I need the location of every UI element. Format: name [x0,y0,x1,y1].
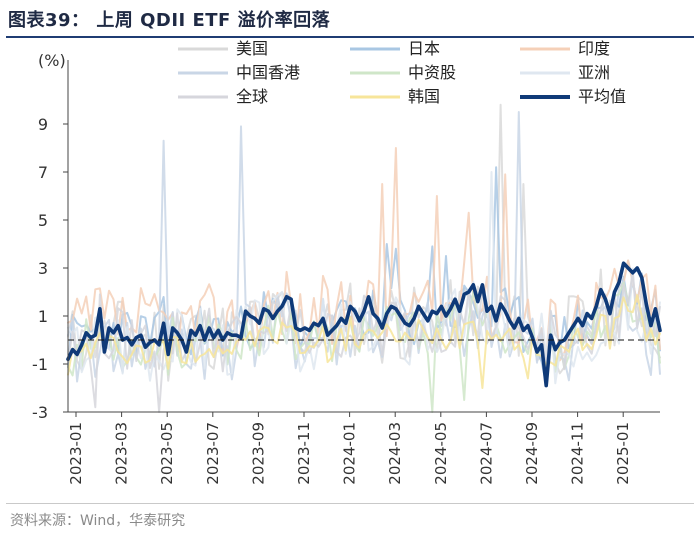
axes-layer: 9 7 5 3 1 -1 -3 (%) 2023-01 2023-03 2023-05 2023-07… [32,51,660,485]
legend-label: 美国 [236,39,268,58]
legend-label: 印度 [578,39,610,58]
chart-title: 图表39： 上周 QDII ETF 溢价率回落 [8,10,331,31]
x-tick-label: 2023-11 [295,422,313,485]
x-tick-label: 2023-01 [67,422,85,485]
y-tick-label: 5 [38,211,48,230]
y-tick-label: -1 [32,355,48,374]
series-line-7 [67,294,661,389]
legend-label: 全球 [236,87,268,106]
x-tick-label: 2024-09 [523,422,541,485]
x-tick-label: 2023-05 [158,422,176,485]
legend-label: 韩国 [408,87,440,106]
title-underline [6,36,694,38]
x-tick-label: 2024-03 [386,422,404,485]
series-line-8 [66,261,662,388]
y-tick-label: 7 [38,163,48,182]
y-tick-label: 9 [38,115,48,134]
legend-label: 亚洲 [578,63,610,82]
source-note: 资料来源：Wind，华泰研究 [10,513,186,529]
legend-label: 日本 [408,39,440,58]
legend-label: 平均值 [578,87,626,106]
series-layer [66,103,662,413]
footer-rule [6,503,694,504]
x-tick-label: 2024-05 [432,422,450,485]
x-tick-label: 2023-03 [113,422,131,485]
legend-label: 中国香港 [236,63,300,82]
y-tick-label: 3 [38,259,48,278]
y-tick-label: 1 [38,307,48,326]
x-tick-label: 2023-07 [204,422,222,485]
x-tick-label: 2024-11 [569,422,587,485]
y-axis-unit-label: (%) [38,51,66,70]
x-tick-label: 2024-01 [341,422,359,485]
y-tick-label: -3 [32,403,48,422]
x-tick-label: 2023-09 [249,422,267,485]
legend-label: 中资股 [408,63,456,82]
x-tick-label: 2024-07 [477,422,495,485]
x-tick-label: 2025-01 [614,422,632,485]
